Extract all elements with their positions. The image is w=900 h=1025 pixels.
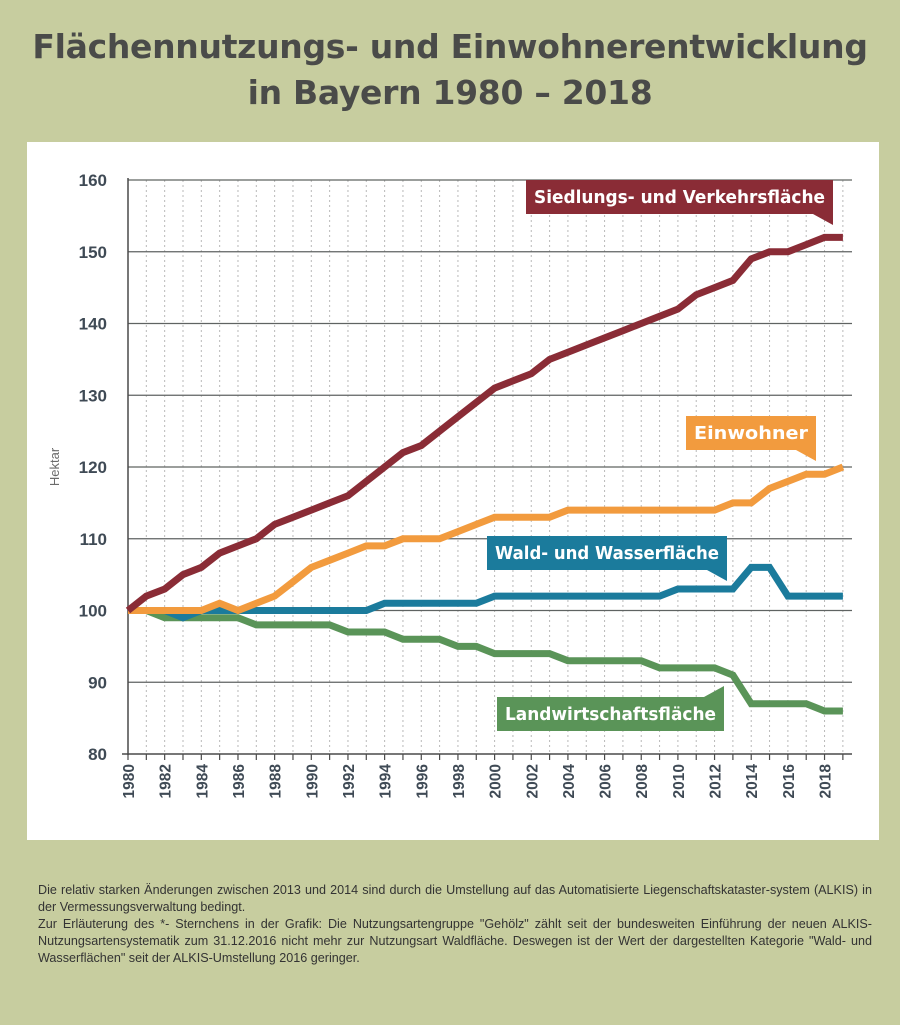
series-callout-pointer [707, 570, 727, 581]
series-callout-label: Siedlungs- und Verkehrsfläche [534, 188, 825, 208]
series-callout-1: Einwohner [686, 416, 816, 461]
y-tick-label: 100 [79, 602, 107, 621]
x-tick-label: 1990 [304, 764, 321, 798]
series-callout-box [497, 697, 724, 731]
x-tick-label: 2002 [524, 764, 541, 798]
x-tick-label: 1992 [341, 764, 358, 798]
y-tick-label: 140 [79, 315, 107, 334]
footnote-paragraph-2: Zur Erläuterung des *- Sternchens in der… [38, 917, 872, 965]
x-tick-label: 1986 [231, 764, 248, 799]
x-tick-label: 2014 [744, 764, 761, 799]
series-callout-2: Wald- und Wasserfläche [487, 536, 727, 581]
y-tick-label: 150 [79, 243, 107, 262]
chart-title-line-2: in Bayern 1980 – 2018 [247, 73, 653, 112]
y-axis-label: Hektar [47, 447, 62, 486]
x-tick-label: 2012 [708, 764, 725, 798]
footnote-paragraph-1: Die relativ starken Änderungen zwischen … [38, 883, 872, 914]
x-tick-label: 2010 [671, 764, 688, 798]
series-callout-label: Wald- und Wasserfläche [495, 544, 719, 564]
series-callout-pointer [704, 686, 724, 697]
series-line-1 [128, 463, 845, 615]
x-tick-label: 2016 [781, 764, 798, 799]
y-tick-label: 110 [80, 530, 107, 549]
x-tick-label: 2006 [598, 764, 615, 799]
x-tick-label: 2000 [488, 764, 505, 798]
x-tick-label: 1994 [378, 764, 395, 799]
x-tick-label: 2004 [561, 764, 578, 799]
x-tick-label: 1980 [121, 764, 138, 798]
chart-panel: 80 90 100 110 120 130 140 150 160 1980 1982 1984 198… [27, 142, 879, 840]
series-callout-box [686, 416, 816, 450]
x-tick-label: 2018 [818, 764, 835, 799]
series-callout-0: Siedlungs- und Verkehrsfläche [526, 180, 833, 225]
series-callout-label: Einwohner [694, 424, 808, 444]
x-tick-label: 1996 [414, 764, 431, 799]
line-chart: 80 90 100 110 120 130 140 150 160 1980 1982 1984 198… [47, 171, 852, 799]
y-tick-label: 120 [79, 458, 107, 477]
chart-title-line-1: Flächennutzungs- und Einwohnerentwicklun… [32, 27, 868, 66]
series-callout-label: Landwirtschaftsfläche [505, 705, 716, 725]
series-callout-pointer [813, 214, 833, 225]
x-tick-label: 1988 [268, 764, 285, 799]
series-callout-box [487, 536, 727, 570]
series-line-0 [125, 233, 843, 614]
series-callout-3: Landwirtschaftsfläche [497, 686, 724, 731]
y-tick-label: 130 [79, 386, 107, 405]
x-tick-label: 1984 [194, 764, 211, 799]
x-tick-label: 2008 [634, 764, 651, 799]
series-callout-box [526, 180, 833, 214]
series-callout-pointer [796, 450, 816, 461]
y-tick-label: 80 [88, 745, 107, 764]
x-tick-label: 1982 [158, 764, 175, 798]
series-line-3 [128, 607, 843, 715]
footnote: Die relativ starken Änderungen zwischen … [38, 882, 872, 967]
y-tick-label: 90 [88, 673, 107, 692]
y-tick-label: 160 [79, 171, 107, 190]
x-tick-label: 1998 [451, 764, 468, 799]
